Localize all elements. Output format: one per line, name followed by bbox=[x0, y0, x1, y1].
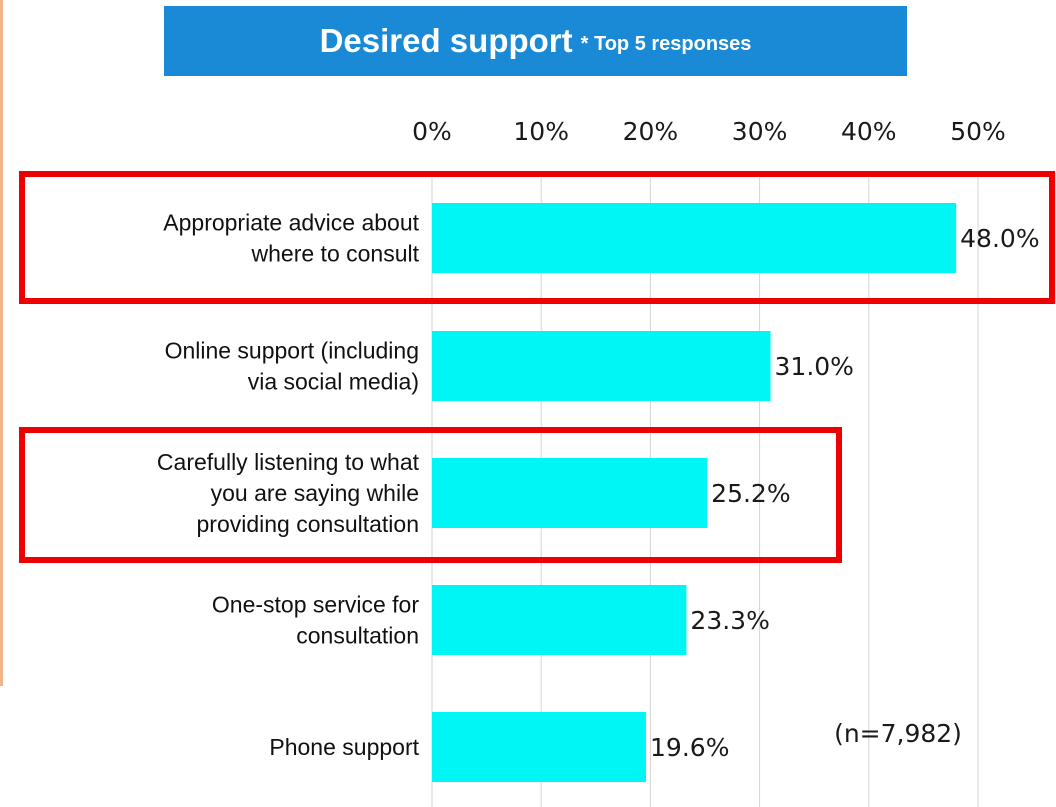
x-tick-label: 30% bbox=[732, 117, 788, 146]
data-label: 19.6% bbox=[650, 733, 729, 762]
x-tick-label: 0% bbox=[412, 117, 452, 146]
data-label: 31.0% bbox=[775, 352, 854, 381]
sample-size-note: (n=7,982) bbox=[834, 719, 962, 748]
bar bbox=[432, 203, 956, 273]
category-label: providing consultation bbox=[197, 511, 419, 537]
x-tick-label: 20% bbox=[623, 117, 679, 146]
category-label: Phone support bbox=[269, 734, 419, 760]
data-label: 23.3% bbox=[690, 606, 769, 635]
category-label: Appropriate advice about bbox=[163, 210, 419, 236]
category-label: One-stop service for bbox=[212, 592, 419, 618]
data-label: 25.2% bbox=[711, 479, 790, 508]
category-label: you are saying while bbox=[211, 480, 419, 506]
category-label: via social media) bbox=[248, 369, 419, 395]
bar bbox=[432, 458, 707, 528]
bar bbox=[432, 712, 646, 782]
bar bbox=[432, 331, 771, 401]
x-tick-label: 50% bbox=[950, 117, 1006, 146]
x-tick-label: 40% bbox=[841, 117, 897, 146]
category-label: Carefully listening to what bbox=[157, 449, 420, 475]
category-label: where to consult bbox=[251, 241, 420, 267]
data-label: 48.0% bbox=[960, 224, 1039, 253]
category-label: consultation bbox=[296, 623, 419, 649]
x-tick-label: 10% bbox=[513, 117, 569, 146]
bar bbox=[432, 585, 686, 655]
category-label: Online support (including bbox=[165, 338, 419, 364]
